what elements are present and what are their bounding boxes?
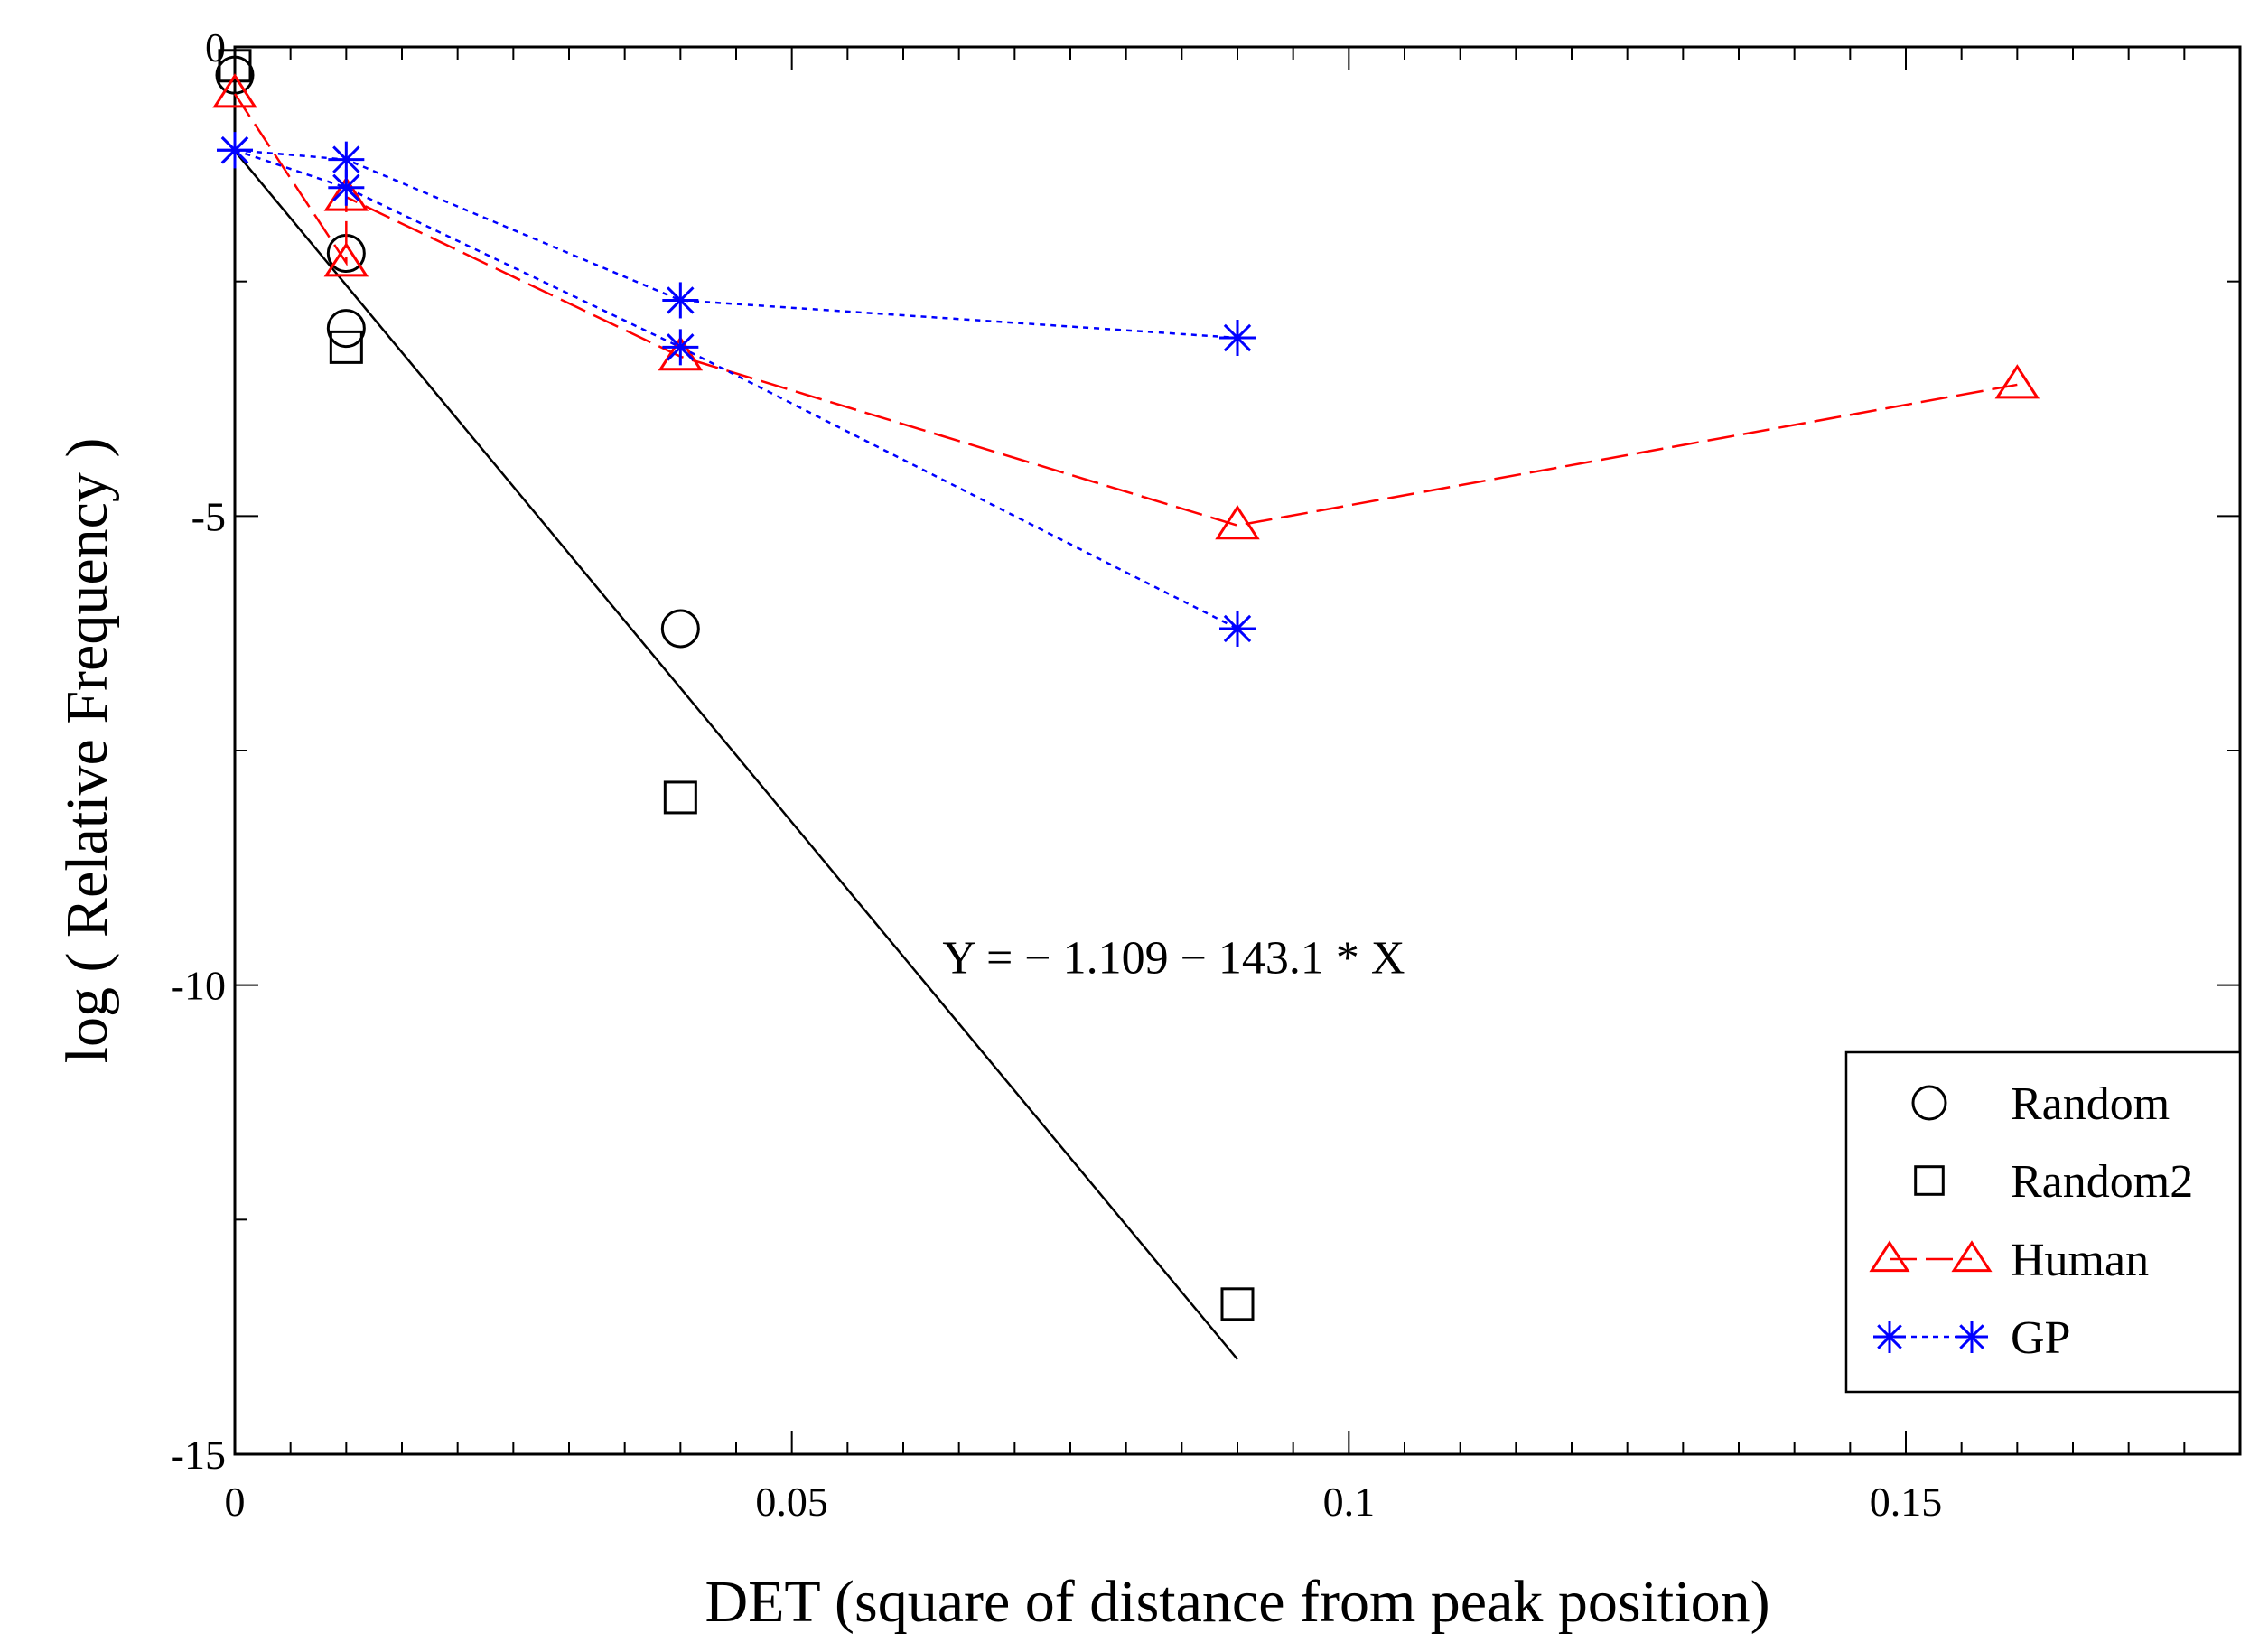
gp-data-point	[1219, 610, 1256, 647]
series-group	[212, 49, 2040, 1321]
legend-box	[1844, 1050, 2242, 1394]
fit-line-group	[234, 150, 1238, 1360]
star-stroke	[1223, 323, 1252, 352]
human-data-point	[323, 176, 369, 211]
legend-gp-marker	[1956, 1321, 1988, 1353]
x-axis-title: DET (square of distance from peak positi…	[705, 1569, 1769, 1635]
y-tick-label: -10	[171, 963, 226, 1009]
gp-data-point	[217, 132, 253, 169]
random-data-point	[215, 55, 255, 95]
x-tick-label: 0.1	[1323, 1479, 1376, 1525]
legend-human-label: Human	[2011, 1235, 2149, 1286]
gp-series-line	[234, 149, 1238, 630]
legend-random2-marker	[1914, 1165, 1945, 1196]
star-stroke	[667, 333, 695, 361]
star-stroke	[1877, 1324, 1902, 1349]
random2-data-point	[663, 780, 697, 815]
axis-ticks	[234, 46, 2241, 1455]
y-tick-label: -15	[171, 1432, 226, 1478]
star-stroke	[332, 173, 360, 202]
x-tick-label: 0.05	[755, 1479, 828, 1525]
fit-equation-label: Y = − 1.109 − 143.1 * X	[942, 933, 1405, 985]
human-data-point	[212, 73, 257, 108]
star-stroke	[220, 136, 249, 164]
human-data-point	[658, 335, 704, 371]
x-tick-label: 0	[225, 1479, 246, 1525]
star-stroke	[332, 145, 360, 173]
legend-human-marker	[1951, 1240, 1993, 1273]
gp-data-point	[1219, 319, 1256, 356]
human-data-point	[1215, 504, 1260, 540]
x-tick-label: 0.15	[1870, 1479, 1943, 1525]
legend-random-label: Random	[2011, 1078, 2170, 1130]
y-axis-title: log ( Relative Frequency )	[54, 438, 120, 1064]
legend-gp-label: GP	[2011, 1312, 2070, 1364]
human-data-point	[1994, 364, 2040, 399]
human-data-point	[323, 242, 369, 277]
legend-gp-marker	[1873, 1321, 1906, 1353]
fit-line	[234, 150, 1238, 1360]
gp-series-line	[234, 149, 1238, 340]
gp-data-point	[662, 282, 699, 319]
axis-tick-labels: 0 0.05 0.1 0.15-15-10-50	[171, 24, 1943, 1525]
gp-data-point	[328, 169, 365, 206]
random2-data-point	[1220, 1287, 1255, 1321]
legend: Random Random2 Human GP	[1844, 1050, 2242, 1394]
legend-human-marker	[1869, 1240, 1910, 1273]
gp-data-point	[662, 329, 699, 366]
random-data-point	[660, 609, 700, 649]
legend-random2-label: Random2	[2011, 1156, 2193, 1208]
y-tick-label: -5	[191, 493, 226, 539]
star-stroke	[1959, 1324, 1984, 1349]
random2-data-point	[329, 330, 363, 364]
legend-random-marker	[1911, 1085, 1947, 1121]
star-stroke	[667, 286, 695, 314]
random-data-point	[326, 309, 366, 349]
human-series-line	[233, 93, 2018, 527]
random2-data-point	[218, 49, 252, 83]
star-stroke	[1223, 614, 1252, 643]
